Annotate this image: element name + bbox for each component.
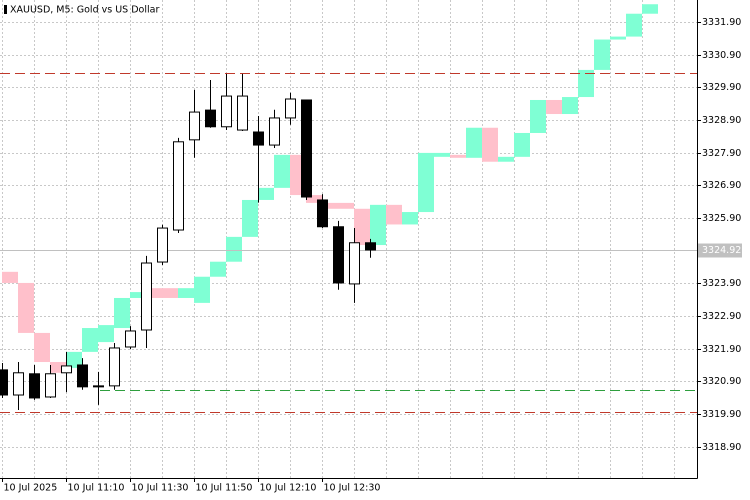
candle-body [93, 385, 104, 388]
renko-brick [66, 351, 82, 368]
renko-brick [450, 154, 466, 158]
renko-brick [610, 36, 626, 40]
renko-brick [274, 154, 290, 188]
renko-brick [226, 236, 242, 262]
renko-brick [418, 152, 434, 213]
renko-brick [402, 212, 418, 225]
candle-body [61, 365, 72, 374]
y-tick-label: 3322.90 [702, 311, 741, 322]
y-tick-label: 3326.90 [702, 180, 741, 191]
renko-brick [514, 132, 530, 157]
y-tick-label: 3319.90 [702, 409, 741, 420]
renko-brick [562, 97, 578, 115]
candle-body [285, 98, 296, 119]
candle-body [253, 131, 264, 146]
y-tick-label: 3321.90 [702, 344, 741, 355]
title-icon [4, 5, 7, 14]
y-tick-label: 3330.90 [702, 50, 741, 61]
candle-body [125, 330, 136, 348]
candle-body [237, 95, 248, 131]
x-tick-label: 10 Jul 12:30 [324, 483, 381, 494]
renko-brick [578, 69, 594, 98]
y-tick-label: 3327.90 [702, 148, 741, 159]
renko-brick [626, 13, 642, 37]
candle-body [205, 109, 216, 128]
renko-brick [546, 99, 562, 115]
renko-brick [82, 328, 98, 352]
y-tick-label: 3329.90 [702, 82, 741, 93]
y-tick-label: 3331.90 [702, 17, 741, 28]
renko-brick [242, 199, 258, 237]
renko-brick [178, 288, 194, 298]
y-tick-label: 3320.90 [702, 376, 741, 387]
renko-brick [466, 127, 482, 158]
candle-body [109, 347, 120, 387]
last-price-label: 3324.92 [702, 245, 741, 256]
candle-body [221, 95, 232, 128]
candle-body [349, 242, 360, 285]
chart-title: XAUUSD, M5: Gold vs US Dollar [10, 5, 159, 16]
candle-body [29, 373, 40, 399]
plot-area [0, 4, 697, 448]
candle-body [365, 242, 376, 251]
renko-brick [386, 204, 402, 225]
y-tick-label: 3328.90 [702, 115, 741, 126]
candle-body [173, 141, 184, 231]
candle-body [141, 262, 152, 331]
x-tick-label: 10 Jul 11:10 [68, 483, 125, 494]
candle-body [13, 372, 24, 396]
renko-brick [338, 202, 354, 209]
renko-brick [114, 297, 130, 329]
y-tick-label: 3323.90 [702, 278, 741, 289]
renko-brick [434, 152, 450, 157]
x-tick-label: 10 Jul 12:10 [260, 483, 317, 494]
renko-brick [2, 271, 18, 283]
candle-body [157, 227, 168, 263]
y-tick-label: 3318.90 [702, 442, 741, 453]
y-tick-label: 3325.90 [702, 213, 741, 224]
renko-brick [210, 261, 226, 277]
candle-body [77, 364, 88, 388]
candle-body [301, 99, 312, 198]
renko-brick [18, 282, 34, 333]
candle-body [317, 199, 328, 228]
candle-body [189, 111, 200, 141]
renko-brick [370, 204, 386, 246]
renko-brick [642, 4, 658, 14]
renko-brick [306, 195, 322, 203]
x-tick-label: 10 Jul 11:50 [196, 483, 253, 494]
renko-brick [322, 202, 338, 209]
last-price-box [698, 243, 742, 258]
renko-brick [162, 288, 178, 298]
candle-body [269, 117, 280, 146]
renko-brick [146, 288, 162, 298]
renko-brick [50, 362, 66, 373]
candle-body [45, 373, 56, 398]
candle-body [333, 226, 344, 284]
renko-brick [34, 332, 50, 363]
renko-brick [258, 187, 274, 200]
x-tick-label: 10 Jul 11:30 [132, 483, 189, 494]
renko-brick [482, 127, 498, 162]
renko-brick [498, 156, 514, 162]
x-tick-label: 10 Jul 2025 [4, 483, 58, 494]
renko-brick [354, 208, 370, 246]
renko-brick [130, 292, 146, 298]
candle-body [0, 369, 8, 396]
renko-brick [194, 276, 210, 303]
renko-brick [530, 99, 546, 133]
renko-brick [98, 325, 114, 343]
renko-brick [594, 39, 610, 70]
